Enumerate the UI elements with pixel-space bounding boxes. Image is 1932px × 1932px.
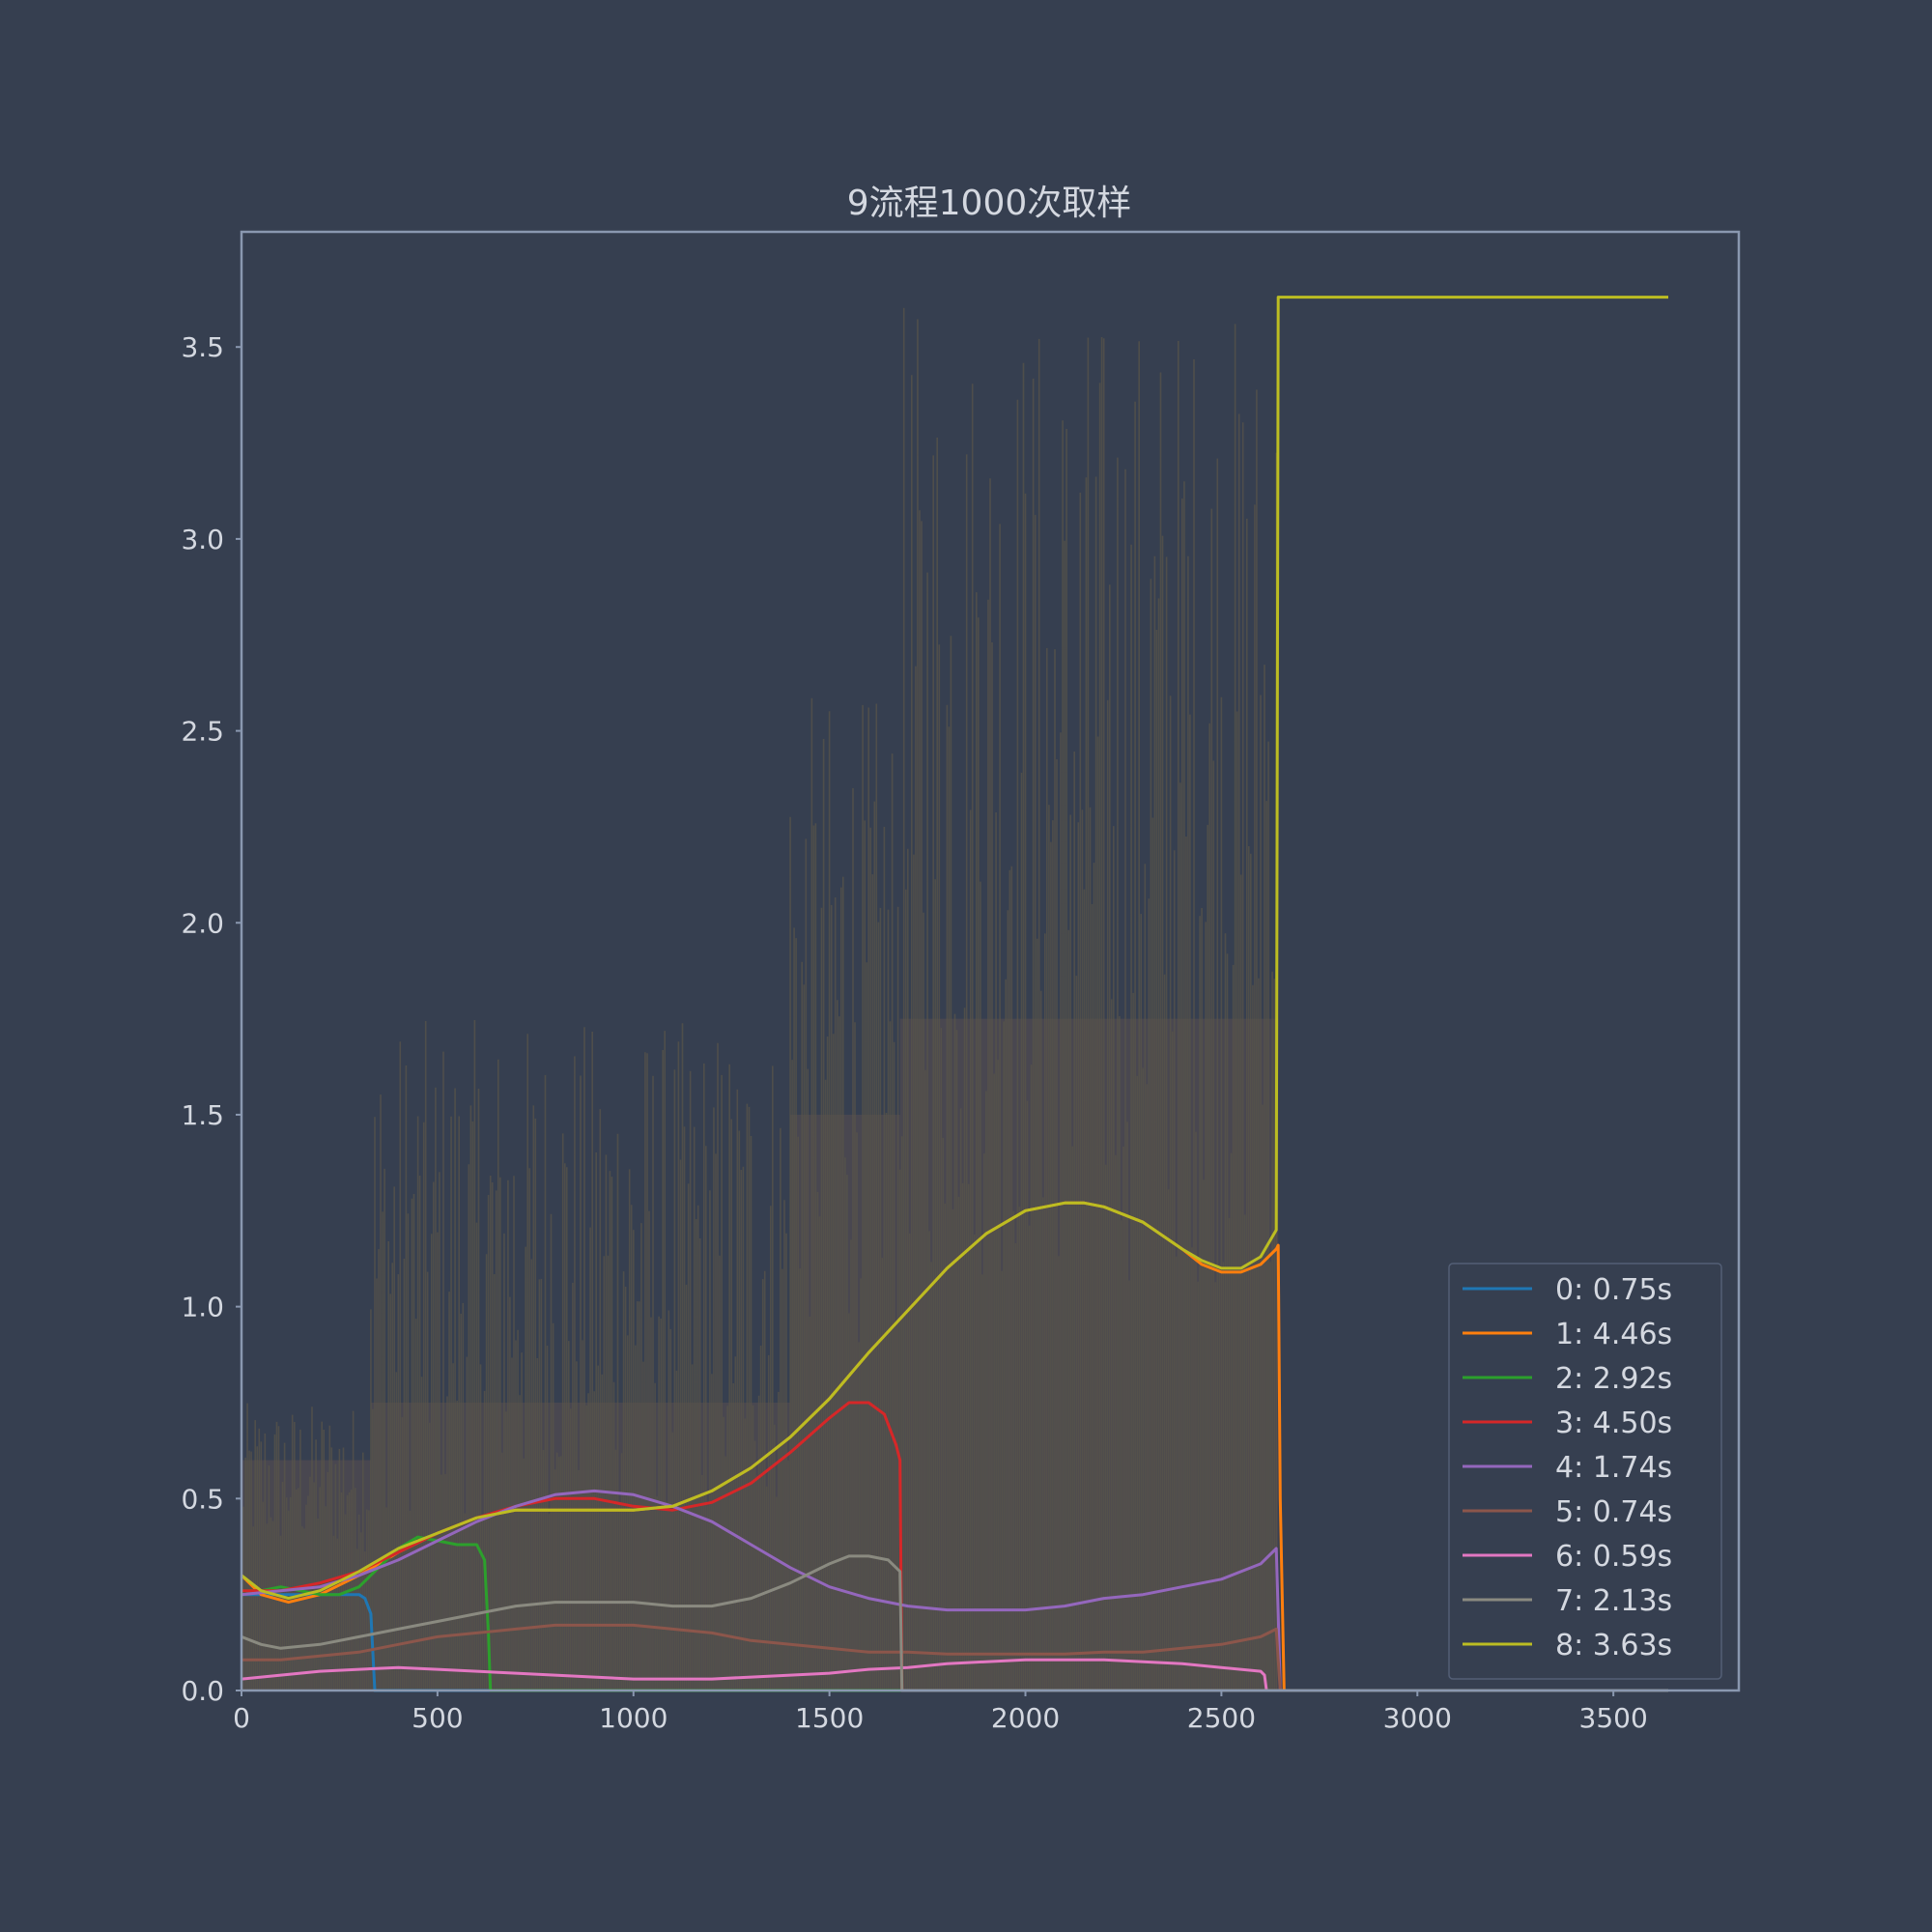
x-tick-label: 2000 bbox=[991, 1702, 1060, 1734]
legend-label-3: 3: 4.50s bbox=[1555, 1406, 1672, 1440]
y-tick-label: 0.5 bbox=[181, 1483, 224, 1515]
noise-spikes bbox=[370, 1020, 789, 1690]
series-line-6 bbox=[241, 1658, 1668, 1692]
x-tick-label: 1000 bbox=[599, 1702, 668, 1734]
legend-label-4: 4: 1.74s bbox=[1555, 1451, 1672, 1485]
legend: 0: 0.75s 1: 4.46s 2: 2.92s 3: 4.50s 4: 1.74s… bbox=[1448, 1263, 1722, 1680]
series-line-7 bbox=[241, 1554, 1668, 1692]
legend-box bbox=[1448, 1263, 1722, 1680]
y-tick-label: 1.0 bbox=[181, 1292, 224, 1323]
legend-label-6: 6: 0.59s bbox=[1555, 1540, 1672, 1574]
x-tick-label: 0 bbox=[233, 1702, 250, 1734]
y-tick-label: 2.5 bbox=[181, 716, 224, 748]
series-line-3 bbox=[242, 1401, 1668, 1692]
y-tick-label: 1.5 bbox=[181, 1099, 224, 1131]
series-line-0 bbox=[242, 1593, 1668, 1692]
legend-label-5: 5: 0.74s bbox=[1555, 1495, 1672, 1529]
noise-spikes bbox=[898, 307, 1277, 1690]
chart-title: 9流程1000次取样 bbox=[847, 184, 1132, 223]
x-tick-label: 3500 bbox=[1579, 1702, 1648, 1734]
y-tick-label: 3.5 bbox=[181, 331, 224, 363]
plot-frame bbox=[240, 230, 1741, 1692]
y-tick-label: 2.0 bbox=[181, 907, 224, 939]
legend-label-2: 2: 2.92s bbox=[1555, 1362, 1672, 1396]
x-tick-label: 1500 bbox=[795, 1702, 864, 1734]
series-line-8 bbox=[241, 296, 1668, 1601]
x-tick-label: 500 bbox=[412, 1702, 463, 1734]
noise-spikes bbox=[789, 697, 899, 1690]
legend-label-1: 1: 4.46s bbox=[1555, 1318, 1672, 1351]
y-tick-label: 3.0 bbox=[181, 524, 224, 555]
series-line-5 bbox=[242, 1623, 1668, 1692]
noise-band bbox=[241, 307, 1279, 1690]
x-axis-ticks: 0 500 1000 1500 2000 2500 3000 3500 bbox=[233, 1690, 1648, 1734]
series-layer bbox=[240, 296, 1668, 1692]
legend-label-7: 7: 2.13s bbox=[1555, 1584, 1672, 1618]
series-line-4 bbox=[241, 1489, 1668, 1692]
x-tick-label: 2500 bbox=[1187, 1702, 1256, 1734]
legend-label-0: 0: 0.75s bbox=[1555, 1273, 1672, 1307]
y-tick-label: 0.0 bbox=[181, 1675, 224, 1707]
legend-label-8: 8: 3.63s bbox=[1555, 1629, 1672, 1662]
y-axis-ticks: 0.0 0.5 1.0 1.5 2.0 2.5 3.0 3.5 bbox=[181, 331, 242, 1707]
x-tick-label: 3000 bbox=[1383, 1702, 1452, 1734]
